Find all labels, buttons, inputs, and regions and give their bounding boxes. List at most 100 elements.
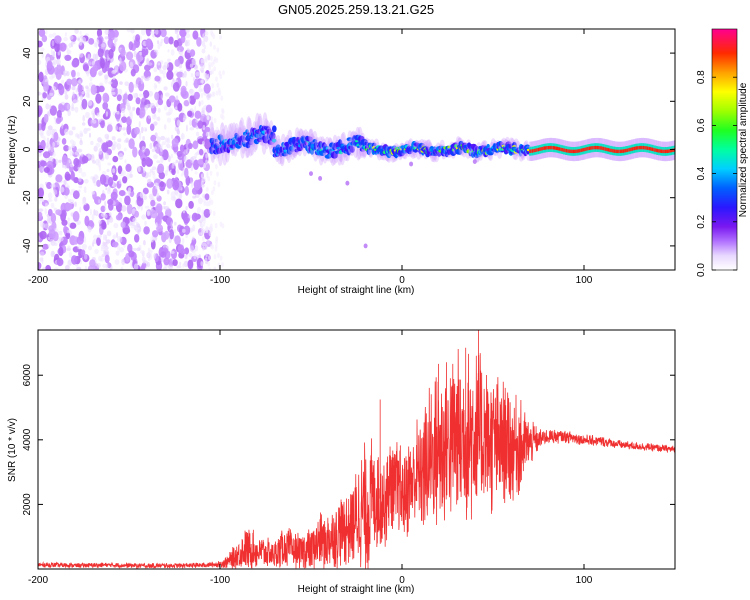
noise-blob xyxy=(78,185,83,189)
noise-blob xyxy=(103,249,106,255)
noise-blob xyxy=(53,116,56,120)
noise-blob xyxy=(209,209,213,215)
noise-blob xyxy=(125,137,129,143)
noise-blob xyxy=(106,124,113,133)
noise-blob xyxy=(176,119,181,127)
noise-blob xyxy=(39,230,47,240)
noise-blob xyxy=(81,243,87,250)
noise-blob xyxy=(183,260,189,267)
noise-blob xyxy=(174,29,179,35)
noise-blob xyxy=(70,170,75,181)
noise-blob xyxy=(141,29,146,36)
noise-blob xyxy=(150,30,156,35)
noise-blob xyxy=(42,151,51,159)
noise-blob xyxy=(107,162,112,166)
noise-blob xyxy=(163,86,168,91)
noise-blob xyxy=(147,76,152,80)
noise-blob xyxy=(88,220,94,227)
noise-blob xyxy=(103,245,109,251)
noise-blob xyxy=(212,133,215,139)
noise-blob xyxy=(76,71,81,77)
signal-halo xyxy=(272,134,278,150)
noise-blob xyxy=(66,49,72,55)
noise-blob xyxy=(144,205,150,209)
noise-blob xyxy=(170,153,173,159)
noise-blob xyxy=(184,167,189,179)
noise-blob xyxy=(39,129,44,136)
noise-blob xyxy=(194,105,197,113)
signal-band xyxy=(367,148,371,155)
noise-blob xyxy=(92,112,95,120)
noise-blob xyxy=(180,248,186,255)
noise-blob xyxy=(163,36,170,45)
noise-blob xyxy=(106,218,110,226)
noise-blob xyxy=(38,40,43,48)
noise-blob xyxy=(61,79,65,84)
noise-blob xyxy=(77,220,80,226)
noise-blob xyxy=(52,151,56,157)
noise-blob xyxy=(46,142,49,148)
noise-blob xyxy=(87,61,92,66)
noise-blob xyxy=(38,199,41,205)
noise-blob xyxy=(84,265,88,270)
noise-blob xyxy=(208,267,211,270)
noise-blob xyxy=(182,213,191,224)
noise-blob xyxy=(207,261,211,267)
noise-blob xyxy=(50,146,54,153)
noise-blob xyxy=(160,146,163,152)
noise-blob xyxy=(42,92,47,99)
noise-blob xyxy=(213,254,217,260)
noise-blob xyxy=(127,243,133,253)
noise-blob xyxy=(181,132,184,140)
noise-blob xyxy=(132,92,137,99)
noise-blob xyxy=(109,216,114,223)
noise-blob xyxy=(140,126,144,134)
noise-blob xyxy=(71,143,75,149)
noise-blob xyxy=(218,90,222,96)
noise-blob xyxy=(65,173,72,181)
noise-blob xyxy=(141,146,146,153)
noise-blob xyxy=(165,111,171,116)
noise-blob xyxy=(120,266,124,270)
noise-blob xyxy=(145,38,153,48)
noise-blob xyxy=(194,110,202,120)
noise-blob xyxy=(202,58,206,64)
noise-blob xyxy=(207,93,212,98)
noise-blob xyxy=(77,148,83,153)
noise-blob xyxy=(158,171,165,180)
noise-blob xyxy=(176,33,179,40)
signal-band xyxy=(238,141,243,146)
noise-blob xyxy=(192,140,199,150)
noise-blob xyxy=(204,193,210,201)
noise-blob xyxy=(50,184,56,188)
noise-blob xyxy=(123,93,128,100)
noise-blob xyxy=(76,266,82,270)
signal-halo xyxy=(219,122,225,142)
noise-blob xyxy=(211,83,215,89)
noise-blob xyxy=(55,158,59,165)
noise-blob xyxy=(160,251,167,258)
noise-blob xyxy=(70,163,73,168)
noise-blob xyxy=(100,120,105,129)
noise-blob xyxy=(119,119,123,126)
noise-blob xyxy=(155,49,159,56)
noise-blob xyxy=(59,230,63,236)
noise-blob xyxy=(43,113,49,123)
noise-blob xyxy=(52,59,58,65)
noise-blob xyxy=(155,102,159,107)
noise-blob xyxy=(95,210,98,215)
noise-blob xyxy=(162,266,167,270)
noise-blob xyxy=(173,221,177,226)
noise-blob xyxy=(66,103,70,110)
noise-blob xyxy=(222,70,225,76)
noise-blob xyxy=(182,209,186,214)
noise-blob xyxy=(163,61,169,69)
noise-blob xyxy=(38,208,44,212)
noise-blob xyxy=(61,123,64,129)
noise-blob xyxy=(196,37,202,47)
noise-blob xyxy=(193,91,200,100)
noise-blob xyxy=(67,245,71,250)
noise-blob xyxy=(81,90,85,95)
noise-blob xyxy=(85,57,89,61)
noise-blob xyxy=(216,47,220,53)
